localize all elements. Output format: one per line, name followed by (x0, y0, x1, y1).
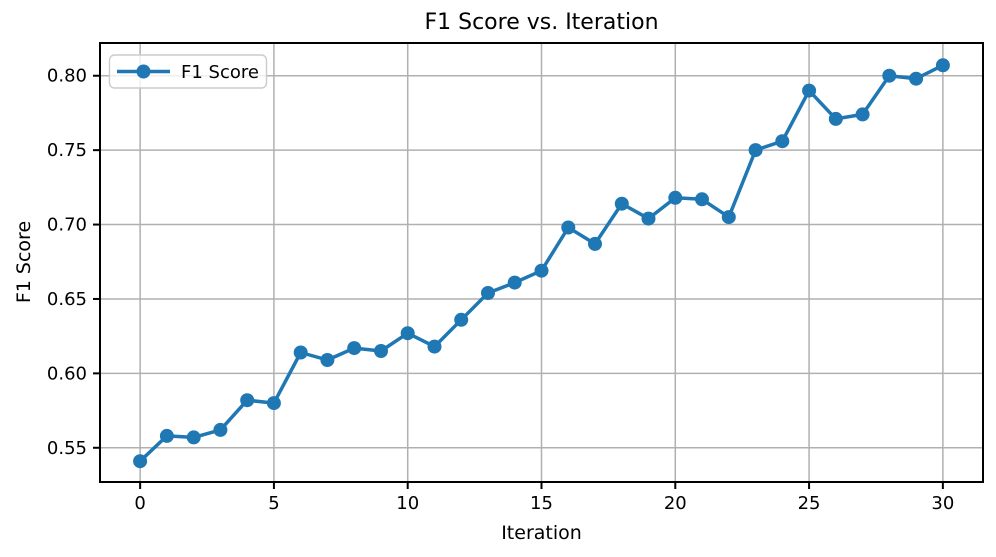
y-tick-label: 0.65 (47, 289, 87, 310)
x-tick-label: 30 (931, 493, 954, 514)
data-point (695, 192, 709, 207)
y-tick-label: 0.55 (47, 438, 87, 459)
x-tick-label: 5 (268, 493, 279, 514)
x-tick-label: 10 (396, 493, 419, 514)
data-point (935, 58, 950, 73)
data-point (748, 143, 763, 158)
y-tick-label: 0.60 (47, 363, 87, 384)
legend: F1 Score (108, 54, 268, 89)
y-axis-label: F1 Score (13, 221, 35, 303)
chart-title: F1 Score vs. Iteration (424, 10, 658, 35)
data-point (507, 275, 522, 290)
data-point (427, 339, 442, 354)
data-point (186, 430, 201, 445)
data-point (909, 71, 924, 86)
data-point (855, 107, 870, 122)
data-point (534, 263, 549, 278)
data-point (588, 236, 602, 251)
legend-label: F1 Score (181, 62, 259, 83)
data-point (882, 68, 897, 83)
data-point (293, 345, 308, 360)
tick-layer: 0 5 10 15 20 25 30 0.55 0.60 0.65 0.70 0.75 0.80 (47, 66, 954, 514)
data-point (454, 312, 469, 327)
data-point (133, 454, 148, 469)
x-tick-label: 15 (530, 493, 553, 514)
grid-layer (100, 43, 983, 482)
data-point (374, 344, 388, 358)
x-tick-label: 0 (134, 493, 145, 514)
data-point (561, 220, 576, 235)
data-point (721, 210, 736, 225)
y-tick-label: 0.70 (47, 215, 87, 236)
x-tick-label: 25 (798, 493, 821, 514)
data-point (802, 83, 817, 98)
data-point (614, 196, 629, 211)
data-point (775, 134, 790, 149)
legend-box (108, 54, 268, 89)
data-point (828, 111, 843, 126)
data-point (668, 190, 683, 205)
data-point (400, 326, 415, 341)
data-point (213, 422, 228, 437)
data-point (481, 286, 495, 300)
y-tick-label: 0.75 (47, 140, 87, 161)
data-point (159, 428, 174, 443)
y-tick-label: 0.80 (47, 66, 87, 87)
x-axis-label: Iteration (501, 522, 582, 544)
x-tick-label: 20 (664, 493, 687, 514)
series-layer (133, 58, 950, 469)
data-point (266, 396, 281, 411)
legend-marker-icon (136, 64, 151, 79)
data-point (347, 341, 362, 356)
data-point (641, 211, 656, 226)
data-point (320, 353, 335, 367)
data-point (240, 393, 255, 408)
